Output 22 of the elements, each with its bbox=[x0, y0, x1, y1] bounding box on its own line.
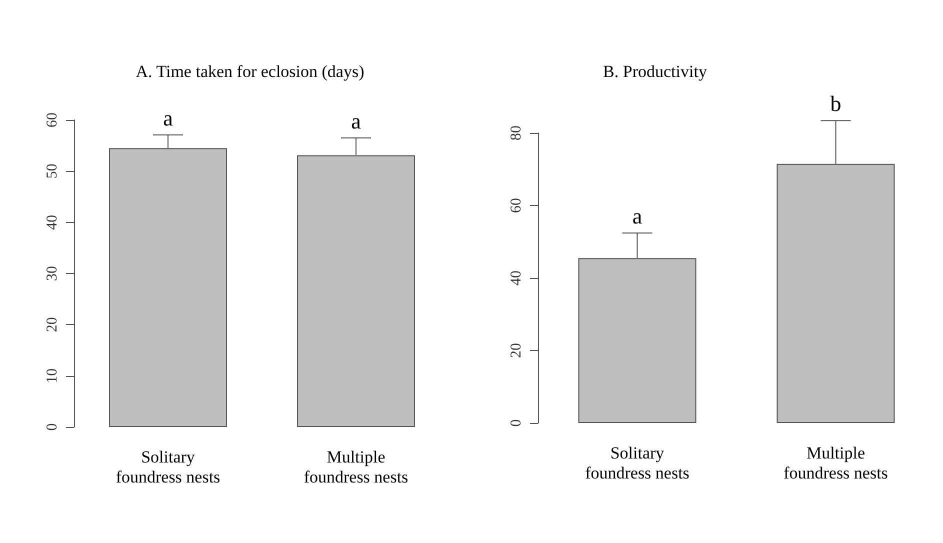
annotation: a bbox=[163, 105, 174, 130]
y-tick-label: 40 bbox=[508, 270, 524, 286]
y-tick-label: 10 bbox=[44, 368, 60, 384]
x-tick-label: Multiple foundress nests bbox=[784, 444, 888, 482]
annotation: a bbox=[632, 204, 642, 229]
y-tick-label: 20 bbox=[508, 343, 524, 358]
y-tick-label: 30 bbox=[44, 266, 60, 281]
y-tick-label: 60 bbox=[508, 198, 524, 213]
x-tick-label: Multiple foundress nests bbox=[304, 448, 408, 486]
x-tick-label: Solitary foundress nests bbox=[585, 444, 690, 482]
y-tick-label: 0 bbox=[508, 419, 524, 427]
y-tick-label: 20 bbox=[44, 317, 60, 332]
chart-title: B. Productivity bbox=[603, 62, 708, 81]
chart-title: A. Time taken for eclosion (days) bbox=[136, 62, 364, 81]
y-tick-label: 40 bbox=[44, 214, 60, 230]
y-tick-label: 0 bbox=[44, 423, 60, 431]
annotation: b bbox=[830, 91, 842, 116]
y-tick-label: 80 bbox=[508, 126, 524, 140]
y-tick-label: 50 bbox=[44, 164, 60, 179]
x-tick-label: Solitary foundress nests bbox=[116, 448, 220, 486]
y-tick-label: 60 bbox=[44, 112, 60, 128]
annotation: a bbox=[351, 108, 362, 134]
